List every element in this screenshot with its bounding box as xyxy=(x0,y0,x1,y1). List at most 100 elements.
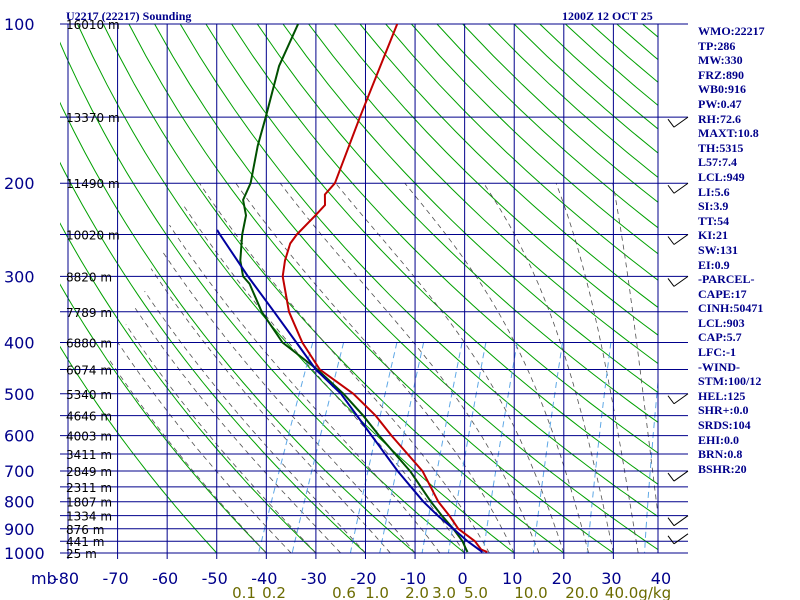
wind-barb-flag xyxy=(667,184,675,194)
stat-item: LCL:949 xyxy=(698,169,745,184)
sounding-time: 1200Z 12 OCT 25 xyxy=(562,9,653,23)
height-label: 1807 m xyxy=(66,496,112,510)
mixing-ratio-line xyxy=(291,342,345,553)
moist-adiabat-line xyxy=(108,358,267,553)
height-label: 3411 m xyxy=(66,448,112,462)
mixing-ratio-label: 0.1 xyxy=(232,584,256,600)
pressure-tick-label: 1000 xyxy=(4,544,45,563)
mixing-ratio-label: 3.0 xyxy=(432,584,456,600)
stat-item: CAP:5.7 xyxy=(698,330,742,345)
mixing-ratio-label: 0.2 xyxy=(262,584,286,600)
temperature-tick-label: -10 xyxy=(400,569,426,588)
pressure-tick-label: 300 xyxy=(4,267,35,286)
dry-adiabat-line xyxy=(102,24,565,553)
mixing-ratio-line xyxy=(482,342,518,553)
wind-barb xyxy=(673,234,689,245)
wind-barb xyxy=(673,116,689,128)
mixing-ratio-label: 5.0 xyxy=(464,584,488,600)
wind-barb-flag xyxy=(667,395,675,405)
height-label: 8820 m xyxy=(66,270,112,284)
stat-item: L57:7.4 xyxy=(698,155,737,170)
stat-item: WB0:916 xyxy=(698,82,746,97)
height-label: 2311 m xyxy=(66,481,112,495)
pressure-axis-label: mb xyxy=(31,569,57,588)
height-label: 6880 m xyxy=(66,336,112,350)
wind-barb xyxy=(673,533,689,545)
stat-item: EHI:0.0 xyxy=(698,432,740,447)
height-label: 11490 m xyxy=(66,177,120,191)
moist-adiabat-line xyxy=(235,182,515,553)
height-label: 2849 m xyxy=(66,465,112,479)
grid xyxy=(60,23,688,559)
height-label: 1334 m xyxy=(66,510,112,524)
moist-adiabat-line xyxy=(199,182,490,553)
pressure-tick-label: 400 xyxy=(4,333,35,352)
stat-item: BSHR:20 xyxy=(698,461,747,476)
pressure-tick-label: 100 xyxy=(4,15,35,34)
stat-item: SHR+:0.0 xyxy=(698,403,749,418)
mixing-ratio-label: 2.0 xyxy=(405,584,429,600)
temperature-tick-label: -60 xyxy=(152,569,178,588)
height-label: 4646 m xyxy=(66,410,112,424)
mixing-ratio-line xyxy=(644,377,658,553)
stat-item: CAPE:17 xyxy=(698,286,747,301)
temperature-tick-label: -20 xyxy=(350,569,376,588)
mixing-ratio-line xyxy=(421,342,463,553)
stat-item: RH:72.6 xyxy=(698,111,741,126)
pressure-tick-label: 700 xyxy=(4,462,35,481)
height-label: 876 m xyxy=(66,523,104,537)
parcel-line xyxy=(216,229,483,553)
sounding-series xyxy=(216,24,488,553)
stat-item: BRN:0.8 xyxy=(698,447,743,462)
pressure-tick-label: 800 xyxy=(4,493,35,512)
temperature-tick-label: -80 xyxy=(53,569,79,588)
moist-adiabat-line xyxy=(150,268,391,553)
stat-item: TP:286 xyxy=(698,38,736,53)
mixing-ratio-label: 40.0g/kg xyxy=(605,584,671,600)
height-label: 25 m xyxy=(66,547,97,561)
temperature-tick-label: -70 xyxy=(103,569,129,588)
stat-item: SRDS:104 xyxy=(698,418,751,433)
wind-barb-flag xyxy=(667,236,675,245)
temperature-tick-label: 0 xyxy=(458,569,468,588)
height-label: 4003 m xyxy=(66,430,112,444)
height-label: 5340 m xyxy=(66,388,112,402)
stat-item: WMO:22217 xyxy=(698,24,765,38)
wind-barb-flag xyxy=(667,118,675,128)
stat-item: LI:5.6 xyxy=(698,184,730,199)
wind-barb-flag xyxy=(667,535,675,545)
height-label: 441 m xyxy=(66,535,104,549)
stat-item: LFC:-1 xyxy=(698,345,736,360)
dry-adiabat-line xyxy=(205,24,658,485)
stat-item: SI:3.9 xyxy=(698,199,729,214)
moist-adiabat-line xyxy=(483,182,614,553)
stat-item: TT:54 xyxy=(698,213,730,228)
stats-panel: WMO:22217 TP:286 MW:330 FRZ:890 WB0:916 PW:0.… xyxy=(698,24,798,476)
stat-item: MW:330 xyxy=(698,53,743,68)
temperature-tick-label: 30 xyxy=(601,569,621,588)
height-label: 16010 m xyxy=(66,18,120,32)
wind-barb xyxy=(673,182,689,194)
mixing-ratio-lines xyxy=(258,342,658,553)
moist-adiabat-line xyxy=(125,324,317,553)
temperature-tick-label: 20 xyxy=(552,569,572,588)
stat-item: FRZ:890 xyxy=(698,67,744,82)
dewpoint-line xyxy=(239,24,469,553)
pressure-tick-label: 600 xyxy=(4,427,35,446)
stat-item: STM:100/12 xyxy=(698,374,762,389)
moist-adiabat-line xyxy=(169,224,441,553)
mixing-ratio-label: 0.6 xyxy=(332,584,356,600)
height-label: 10020 m xyxy=(66,229,120,243)
moist-adiabat-line xyxy=(117,342,292,553)
dry-adiabat-line xyxy=(77,24,515,553)
temperature-tick-label: -50 xyxy=(202,569,228,588)
height-label: 6074 m xyxy=(66,364,112,378)
station-title: U2217 (22217) Sounding xyxy=(66,9,192,23)
temperature-tick-label: -30 xyxy=(301,569,327,588)
stat-item: SW:131 xyxy=(698,242,739,257)
wind-barb xyxy=(673,275,689,287)
stat-item: LCL:903 xyxy=(698,315,745,330)
pressure-tick-label: 900 xyxy=(4,520,35,539)
